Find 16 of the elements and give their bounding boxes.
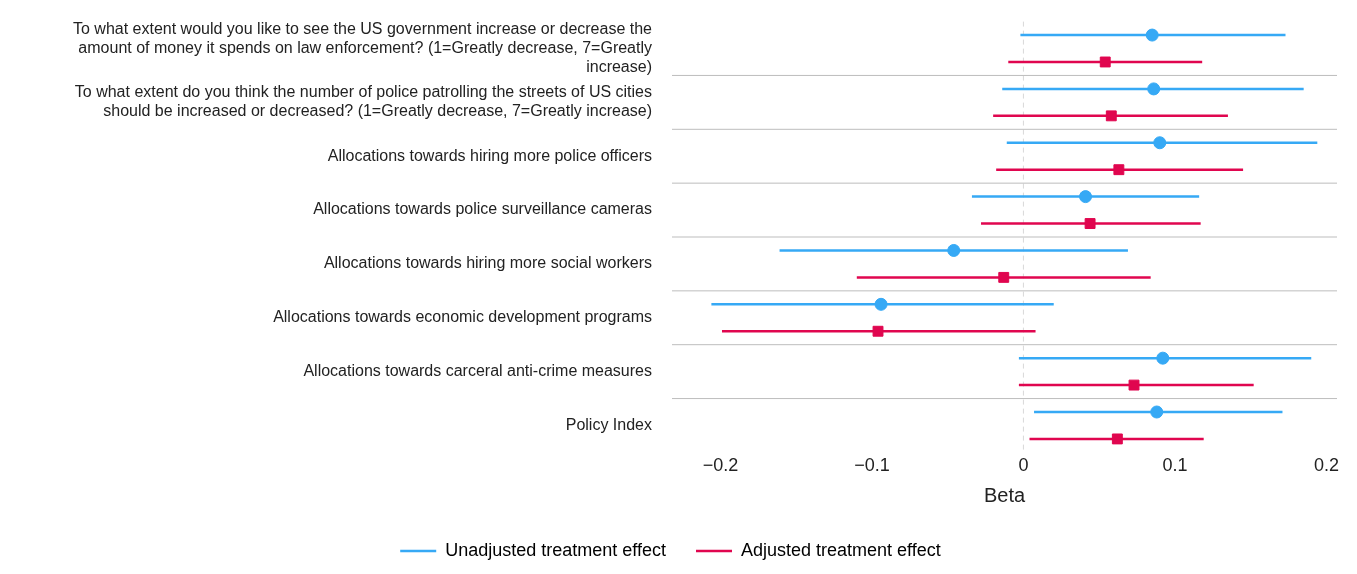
x-tick-label: 0 bbox=[1018, 455, 1029, 476]
y-tick-label: Policy Index bbox=[565, 415, 652, 433]
y-tick-label: Allocations towards hiring more social workers bbox=[323, 254, 652, 272]
y-tick-label: To what extent do you think the number of police patrolling the streets of US cities should be increased or decreased? (1=Greatly decrease, 7=Greatly increase) bbox=[74, 83, 652, 120]
x-axis-title: Beta bbox=[983, 483, 1026, 506]
y-tick-label: Allocations towards carceral anti-crime measures bbox=[303, 362, 652, 380]
y-tick-label: Allocations towards hiring more police officers bbox=[327, 146, 652, 164]
y-tick-label: Allocations towards police surveillance cameras bbox=[313, 200, 652, 218]
y-tick-label: Allocations towards economic development programs bbox=[273, 308, 652, 326]
x-tick-label: −0.1 bbox=[854, 455, 890, 476]
x-tick-label: 0.2 bbox=[1313, 455, 1339, 476]
x-tick-label: 0.1 bbox=[1162, 455, 1188, 476]
x-tick-label: −0.2 bbox=[702, 455, 739, 476]
legend-label: Adjusted treatment effect bbox=[741, 539, 941, 560]
legend-label: Unadjusted treatment effect bbox=[445, 539, 667, 560]
y-tick-label: To what extent would you like to see the US government increase or decrease the amount of money it spends on law enforcement? (1=Greatly decrease, 7=Greatly increase) bbox=[73, 19, 653, 76]
